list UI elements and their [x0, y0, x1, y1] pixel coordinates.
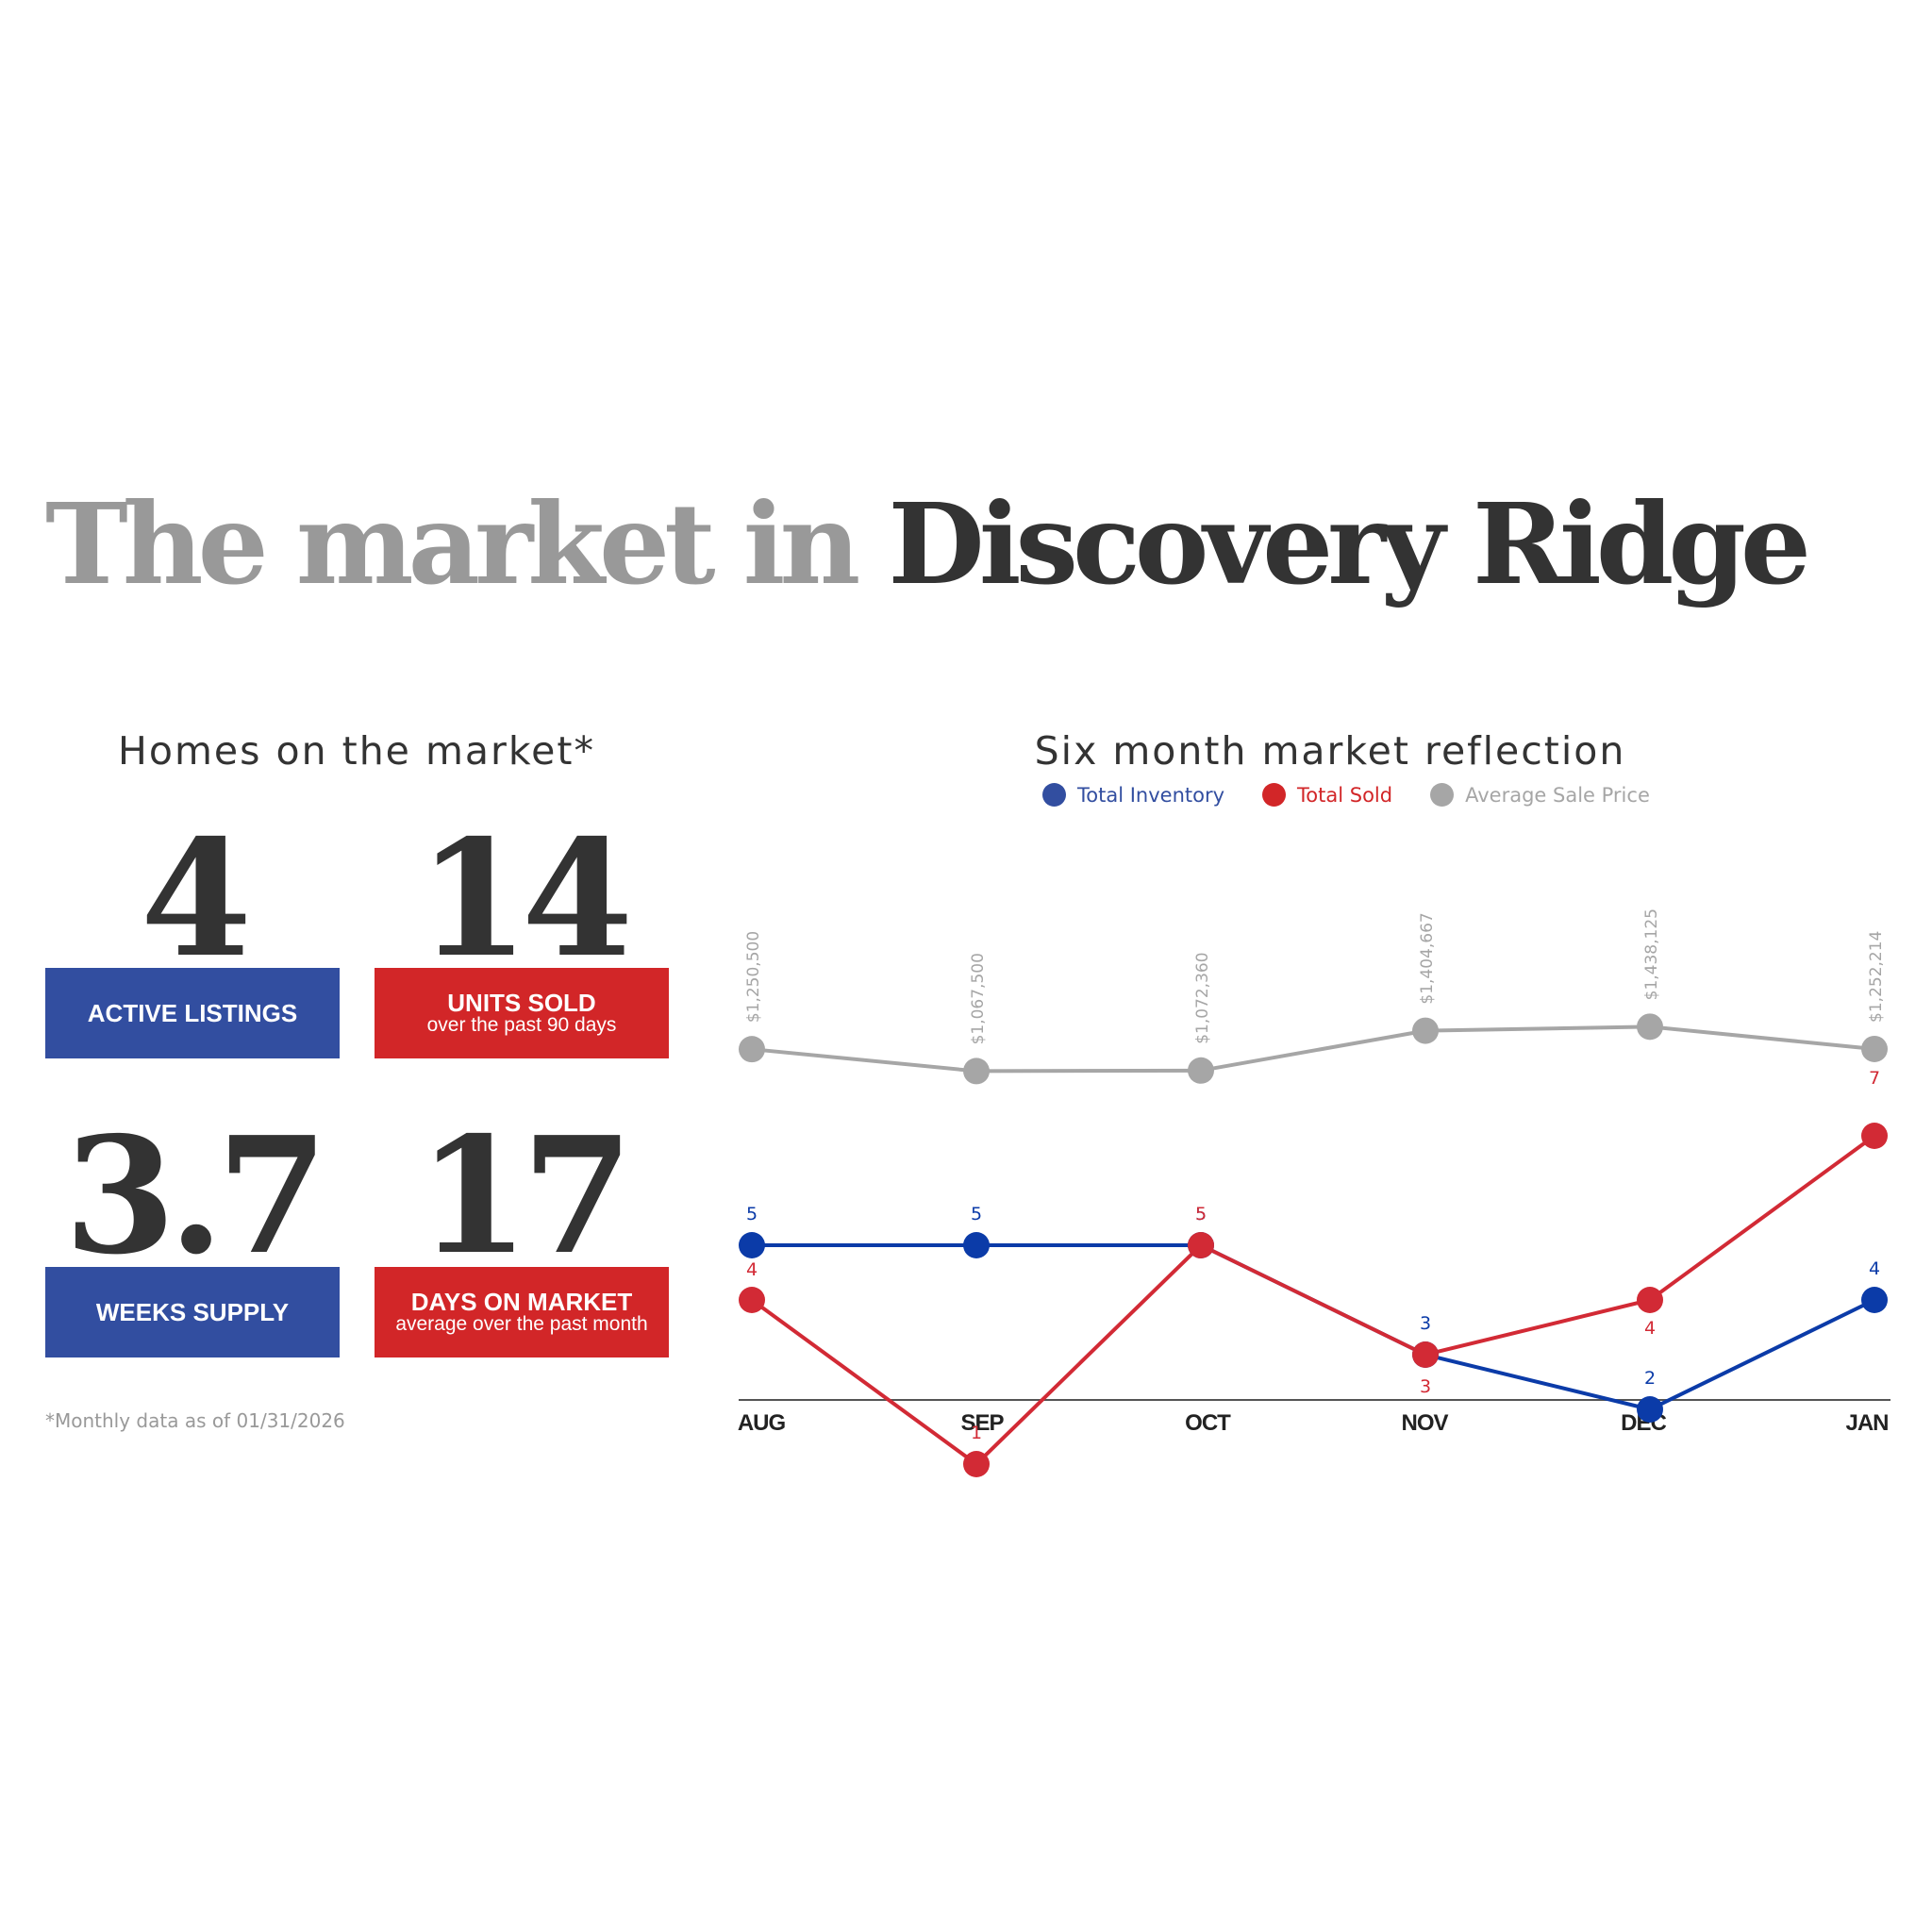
chart-title: Six month market reflection [1034, 728, 1626, 774]
legend-label-inventory: Total Inventory [1077, 783, 1225, 807]
legend-swatch-price [1430, 783, 1455, 807]
inventory-point-aug [739, 1232, 765, 1258]
sold-value-label-dec: 4 [1644, 1318, 1656, 1339]
price-series-line [751, 1024, 1875, 1074]
inventory-value-label-jan: 4 [1869, 1258, 1880, 1279]
days-on-market-box: DAYS ON MARKET average over the past mon… [375, 1267, 669, 1357]
units-sold-value: 14 [417, 805, 634, 993]
price-point-oct [1188, 1057, 1214, 1084]
price-label-jan: $1,252,214 [1867, 931, 1886, 1023]
price-label-dec: $1,438,125 [1642, 908, 1661, 1000]
inventory-series-line [752, 1243, 1875, 1412]
price-point-jan [1861, 1035, 1888, 1062]
inventory-point-dec [1637, 1396, 1663, 1423]
legend-item-inventory: Total Inventory [1042, 783, 1224, 807]
sold-point-nov [1412, 1341, 1439, 1368]
sold-value-label-sep: 1 [971, 1423, 982, 1443]
headline-part-2: Discovery Ridge [888, 478, 1811, 609]
sold-point-aug [739, 1287, 765, 1313]
weeks-supply-label: WEEKS SUPPLY [95, 1298, 290, 1326]
price-label-oct: $1,072,360 [1193, 952, 1212, 1043]
sold-point-dec [1637, 1287, 1663, 1313]
price-point-nov [1412, 1017, 1439, 1044]
chart-legend: Total Inventory Total Sold Average Sale … [1042, 783, 1650, 807]
days-on-market-label: DAYS ON MARKET [410, 1287, 633, 1316]
weeks-supply-value: 3.7 [64, 1102, 328, 1291]
weeks-supply-box: WEEKS SUPPLY [45, 1267, 340, 1357]
inventory-point-sep [963, 1232, 990, 1258]
inventory-point-jan [1861, 1287, 1888, 1313]
units-sold-label: UNITS SOLD [447, 988, 596, 1017]
x-tick-label-nov: NOV [1401, 1410, 1448, 1436]
price-label-aug: $1,250,500 [744, 931, 763, 1023]
sold-value-label-oct: 5 [1195, 1204, 1207, 1224]
homes-title: Homes on the market* [118, 728, 595, 774]
inventory-value-label-aug: 5 [746, 1204, 758, 1224]
days-on-market-sublabel: average over the past month [395, 1312, 648, 1335]
x-tick-label-aug: AUG [738, 1410, 786, 1436]
active-listings-label: ACTIVE LISTINGS [87, 999, 298, 1027]
legend-label-price: Average Sale Price [1465, 783, 1650, 807]
price-point-aug [739, 1036, 765, 1063]
legend-swatch-inventory [1042, 783, 1066, 807]
price-point-dec [1637, 1013, 1663, 1041]
x-tick-label-oct: OCT [1185, 1410, 1231, 1436]
sold-point-sep [963, 1451, 990, 1477]
headline-part-1: The market in [45, 478, 889, 609]
sold-point-jan [1861, 1123, 1888, 1149]
units-sold-box: UNITS SOLD over the past 90 days [375, 968, 669, 1058]
inventory-value-label-oct: 5 [1195, 1204, 1207, 1224]
inventory-value-label-nov: 3 [1420, 1313, 1431, 1334]
inventory-value-label-dec: 2 [1644, 1368, 1656, 1389]
legend-swatch-sold [1262, 783, 1287, 807]
sold-value-label-jan: 7 [1869, 1068, 1880, 1089]
inventory-value-label-sep: 5 [971, 1204, 982, 1224]
price-label-sep: $1,067,500 [969, 953, 988, 1044]
sold-point-oct [1188, 1232, 1214, 1258]
units-sold-sublabel: over the past 90 days [426, 1013, 617, 1036]
x-tick-label-jan: JAN [1845, 1410, 1888, 1436]
active-listings-box: ACTIVE LISTINGS [45, 968, 340, 1058]
days-on-market-value: 17 [417, 1102, 634, 1291]
sold-series-line [750, 1134, 1876, 1467]
legend-item-price: Average Sale Price [1430, 783, 1650, 807]
legend-label-sold: Total Sold [1297, 783, 1393, 807]
sold-value-label-aug: 4 [746, 1259, 758, 1280]
price-label-nov: $1,404,667 [1418, 912, 1437, 1004]
sold-value-label-nov: 3 [1420, 1376, 1431, 1397]
x-tick-label-sep: SEP [960, 1410, 1004, 1436]
headline: The market in Discovery Ridge [45, 483, 1811, 606]
price-point-sep [963, 1058, 990, 1085]
active-listings-value: 4 [140, 805, 252, 993]
footnote: *Monthly data as of 01/31/2026 [45, 1409, 345, 1432]
legend-item-sold: Total Sold [1262, 783, 1392, 807]
